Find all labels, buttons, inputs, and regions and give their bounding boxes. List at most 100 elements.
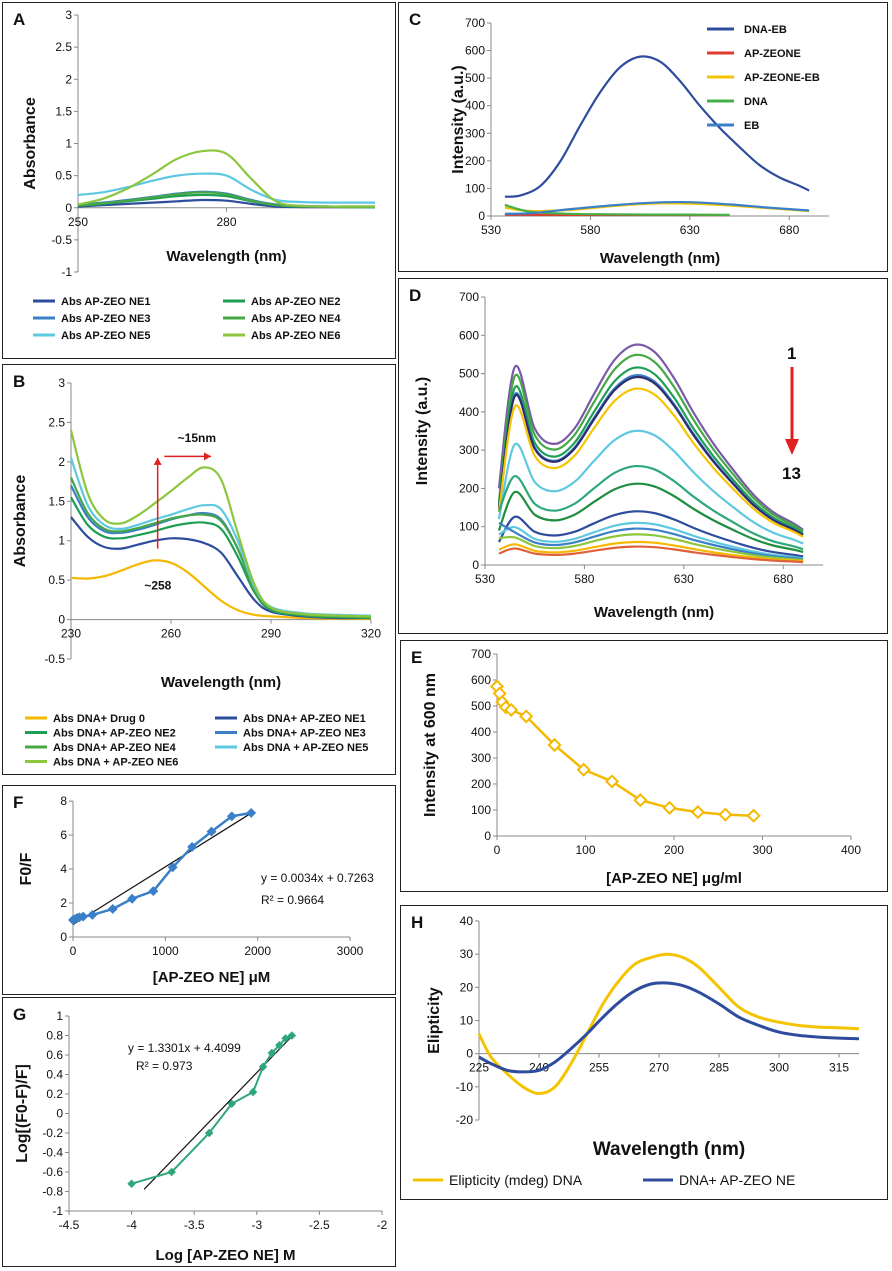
x-tick-label: -2 bbox=[377, 1218, 388, 1232]
y-tick-label: 400 bbox=[465, 99, 485, 113]
data-point bbox=[746, 808, 761, 823]
series-line bbox=[70, 559, 372, 620]
y-tick-label: 2 bbox=[58, 455, 65, 469]
quench-arrow-head bbox=[785, 439, 799, 455]
x-tick-label: 3000 bbox=[337, 944, 364, 958]
y-tick-label: 40 bbox=[460, 914, 474, 928]
legend-entry: Abs DNA + AP-ZEO NE5 bbox=[243, 742, 368, 754]
panel-f: F 0 2 4 6 8 0 1000 2000 3000 [AP-ZEO NE] μM F0/F y =… bbox=[2, 785, 396, 995]
y-tick-label: 2 bbox=[60, 896, 67, 910]
data-point bbox=[246, 807, 257, 818]
y-tick-label: 0 bbox=[478, 209, 485, 223]
legend-entry: Abs AP-ZEO NE4 bbox=[251, 313, 341, 325]
data-point bbox=[718, 807, 733, 822]
panel-e: E 0 100 200 300 400 500 600 700 0 100 200 300 400 [AP-… bbox=[400, 640, 888, 892]
panel-label: H bbox=[411, 913, 423, 932]
x-tick-label: 0 bbox=[494, 843, 501, 857]
data-point bbox=[87, 909, 98, 920]
legend-entry: DNA+ AP-ZEO NE bbox=[679, 1172, 795, 1188]
y-axis-label: Intensity (a.u.) bbox=[414, 377, 431, 485]
y-tick-label: 20 bbox=[460, 980, 474, 994]
x-axis-label: [AP-ZEO NE] μg/ml bbox=[606, 870, 742, 887]
y-axis-label: Absorbance bbox=[22, 97, 39, 190]
data-point bbox=[267, 1048, 277, 1058]
series-line bbox=[504, 203, 730, 216]
y-tick-label: 0.2 bbox=[46, 1087, 63, 1101]
x-tick-label: -3.5 bbox=[184, 1218, 205, 1232]
series-line bbox=[504, 200, 810, 215]
chart-g: G -1 -0.8 -0.6 -0.4 -0.2 0 0.2 0.4 0.6 0.8 1 -4.5 -4 -… bbox=[13, 1005, 388, 1264]
panel-c: C 0 100 200 300 400 500 600 700 530 580 630 680 Wavel… bbox=[398, 2, 888, 272]
y-tick-label: 0.6 bbox=[46, 1048, 63, 1062]
x-tick-label: 1000 bbox=[152, 944, 179, 958]
y-tick-label: 600 bbox=[471, 673, 491, 687]
x-tick-label: 200 bbox=[664, 843, 684, 857]
y-tick-label: 0 bbox=[466, 1047, 473, 1061]
series-line bbox=[497, 464, 804, 551]
x-tick-label: 0 bbox=[70, 944, 77, 958]
chart-c: C 0 100 200 300 400 500 600 700 530 580 630 680 Wavel… bbox=[409, 10, 829, 267]
series-line bbox=[77, 149, 375, 208]
data-point bbox=[604, 774, 620, 789]
series-line bbox=[70, 496, 372, 620]
data-point bbox=[127, 1179, 136, 1188]
data-point bbox=[519, 709, 534, 724]
x-tick-label: 250 bbox=[68, 215, 88, 229]
shift-arrow-head bbox=[204, 452, 211, 461]
legend-entry: Abs AP-ZEO NE1 bbox=[61, 296, 150, 308]
x-tick-label: -3 bbox=[251, 1218, 262, 1232]
legend-entry: Elipticity (mdeg) DNA bbox=[449, 1172, 583, 1188]
series-line bbox=[497, 429, 804, 545]
x-tick-label: 680 bbox=[773, 572, 793, 586]
y-tick-label: 0 bbox=[58, 613, 65, 627]
panel-label: E bbox=[411, 648, 422, 667]
trend-r2: R² = 0.973 bbox=[136, 1059, 193, 1073]
y-axis-label: Intensity at 600 nm bbox=[422, 673, 439, 817]
legend-entry: Abs AP-ZEO NE5 bbox=[61, 330, 150, 342]
y-tick-label: 200 bbox=[471, 777, 491, 791]
x-axis-label: Wavelength (nm) bbox=[600, 250, 720, 267]
x-axis-label: Wavelength (nm) bbox=[166, 248, 286, 265]
y-tick-label: 1.5 bbox=[55, 104, 72, 118]
x-tick-label: 530 bbox=[481, 223, 501, 237]
x-tick-label: 285 bbox=[709, 1061, 729, 1075]
y-tick-label: -0.4 bbox=[42, 1146, 63, 1160]
y-tick-label: 600 bbox=[465, 44, 485, 58]
y-tick-label: 0.5 bbox=[48, 573, 65, 587]
y-tick-label: -0.5 bbox=[51, 233, 72, 247]
x-tick-label: 260 bbox=[161, 627, 181, 641]
arrow-label-bottom: 13 bbox=[782, 464, 801, 483]
arrow-label-top: 1 bbox=[787, 344, 796, 363]
panel-label: D bbox=[409, 286, 421, 305]
x-tick-label: 630 bbox=[674, 572, 694, 586]
y-tick-label: 10 bbox=[460, 1014, 474, 1028]
y-tick-label: -1 bbox=[61, 265, 72, 279]
y-tick-label: 300 bbox=[459, 443, 479, 457]
peak-arrow-head bbox=[153, 457, 162, 465]
y-tick-label: 600 bbox=[459, 328, 479, 342]
x-tick-label: -4 bbox=[126, 1218, 137, 1232]
y-tick-label: 100 bbox=[471, 803, 491, 817]
legend-entry: Abs AP-ZEO NE6 bbox=[251, 330, 340, 342]
x-axis-label: Log [AP-ZEO NE] M bbox=[156, 1247, 296, 1264]
y-axis-label: Intensity (a.u.) bbox=[450, 65, 467, 173]
y-tick-label: 8 bbox=[60, 794, 67, 808]
trend-equation: y = 1.3301x + 4.4099 bbox=[128, 1041, 241, 1055]
legend-entry: Abs DNA+ AP-ZEO NE3 bbox=[243, 728, 366, 740]
y-tick-label: 300 bbox=[465, 126, 485, 140]
data-point bbox=[633, 793, 648, 808]
series-line bbox=[498, 533, 804, 562]
y-tick-label: 100 bbox=[465, 181, 485, 195]
y-tick-label: -0.8 bbox=[42, 1185, 63, 1199]
y-tick-label: 400 bbox=[471, 725, 491, 739]
y-tick-label: 0 bbox=[60, 930, 67, 944]
x-tick-label: -4.5 bbox=[59, 1218, 80, 1232]
legend-entry: DNA-EB bbox=[744, 24, 787, 36]
y-axis-label: Absorbance bbox=[12, 475, 29, 568]
y-tick-label: 0 bbox=[56, 1107, 63, 1121]
data-point bbox=[127, 893, 138, 904]
y-tick-label: 0 bbox=[65, 201, 72, 215]
y-tick-label: 700 bbox=[471, 647, 491, 661]
y-tick-label: 0.4 bbox=[46, 1068, 63, 1082]
x-tick-label: 230 bbox=[61, 627, 81, 641]
